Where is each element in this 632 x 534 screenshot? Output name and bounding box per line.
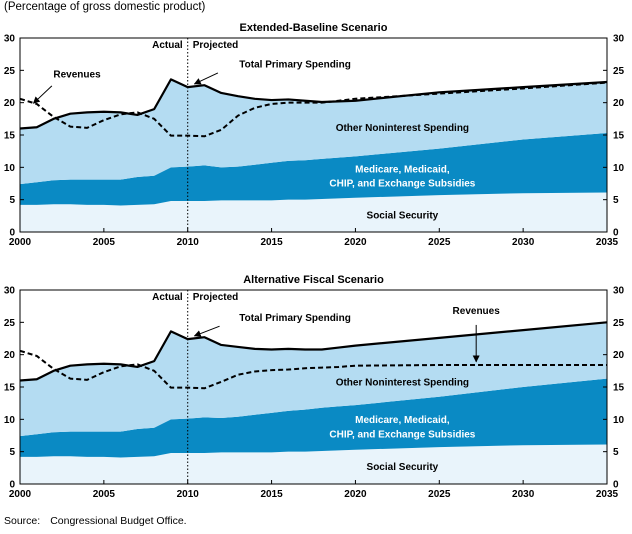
annotation-chip-and-exchange-subsidies: CHIP, and Exchange Subsidies: [329, 429, 475, 440]
panel-title: Alternative Fiscal Scenario: [243, 274, 384, 286]
annotation-medicare-medicaid: Medicare, Medicaid,: [355, 415, 450, 426]
source-note: Source: Congressional Budget Office.: [4, 515, 187, 527]
y-tick-label-right: 0: [613, 228, 619, 239]
y-tick-label-left: 10: [4, 415, 16, 426]
label-projected: Projected: [193, 40, 239, 51]
x-tick-label: 2000: [9, 489, 32, 500]
y-tick-label-left: 25: [4, 66, 16, 77]
y-tick-label-right: 0: [613, 480, 619, 491]
x-tick-label: 2000: [9, 237, 32, 248]
y-tick-label-left: 15: [4, 131, 16, 142]
y-tick-label-left: 0: [9, 228, 15, 239]
source-text: Congressional Budget Office.: [50, 515, 187, 527]
x-tick-label: 2035: [596, 489, 619, 500]
y-tick-label-right: 5: [613, 195, 619, 206]
label-projected: Projected: [193, 292, 239, 303]
y-tick-label-right: 25: [613, 66, 625, 77]
x-tick-label: 2005: [93, 489, 116, 500]
y-tick-label-left: 0: [9, 480, 15, 491]
y-tick-label-left: 15: [4, 383, 16, 394]
x-tick-label: 2015: [260, 489, 283, 500]
y-tick-label-right: 10: [613, 415, 625, 426]
y-tick-label-right: 30: [613, 34, 625, 45]
annotation-arrow: [193, 72, 219, 85]
x-tick-label: 2030: [512, 489, 535, 500]
y-tick-label-left: 25: [4, 318, 16, 329]
annotation-other-noninterest-spending: Other Noninterest Spending: [336, 378, 469, 389]
y-tick-label-left: 30: [4, 286, 16, 297]
annotation-arrow: [193, 325, 220, 337]
annotation-arrow: [32, 85, 53, 104]
y-tick-label-right: 10: [613, 163, 625, 174]
area-social-security: [20, 444, 607, 484]
panel-title: Extended-Baseline Scenario: [240, 22, 388, 34]
x-tick-label: 2010: [177, 237, 200, 248]
y-tick-label-right: 25: [613, 318, 625, 329]
y-tick-label-right: 30: [613, 286, 625, 297]
annotation-revenues: Revenues: [453, 306, 501, 317]
y-tick-label-right: 15: [613, 383, 625, 394]
source-label: Source:: [4, 515, 41, 527]
line-total-primary-spending: [19, 321, 608, 382]
label-actual: Actual: [152, 292, 183, 303]
line-revenues: [19, 81, 608, 138]
panel-1: Extended-Baseline Scenario Actual Projecte…: [4, 22, 625, 248]
x-tick-label: 2005: [93, 237, 116, 248]
area-medicare-medicaid-chip-and-exchange-subsidies: [20, 378, 607, 458]
y-tick-label-left: 5: [9, 195, 15, 206]
annotation-other-noninterest-spending: Other Noninterest Spending: [336, 123, 469, 134]
x-tick-label: 2020: [344, 489, 367, 500]
x-tick-label: 2020: [344, 237, 367, 248]
x-tick-label: 2030: [512, 237, 535, 248]
y-tick-label-left: 10: [4, 163, 16, 174]
annotation-chip-and-exchange-subsidies: CHIP, and Exchange Subsidies: [329, 179, 475, 190]
y-tick-label-right: 20: [613, 98, 625, 109]
x-tick-label: 2015: [260, 237, 283, 248]
area-other-noninterest-spending: [20, 322, 607, 437]
area-social-security: [20, 192, 607, 232]
y-tick-label-left: 20: [4, 98, 16, 109]
annotation-revenues: Revenues: [53, 69, 101, 80]
annotation-social-security: Social Security: [367, 462, 439, 473]
y-tick-label-right: 15: [613, 131, 625, 142]
label-actual: Actual: [152, 40, 183, 51]
annotation-total-primary-spending: Total Primary Spending: [239, 313, 351, 324]
area-other-noninterest-spending: [20, 79, 607, 185]
y-tick-label-right: 20: [613, 350, 625, 361]
x-tick-label: 2035: [596, 237, 619, 248]
annotation-social-security: Social Security: [367, 210, 439, 221]
x-tick-label: 2010: [177, 489, 200, 500]
y-tick-label-left: 5: [9, 447, 15, 458]
area-medicare-medicaid-chip-and-exchange-subsidies: [20, 133, 607, 206]
x-tick-label: 2025: [428, 489, 451, 500]
panel-2: Alternative Fiscal Scenario Actual Project…: [4, 274, 625, 500]
y-tick-label-left: 30: [4, 34, 16, 45]
annotation-total-primary-spending: Total Primary Spending: [239, 60, 351, 71]
y-tick-label-right: 5: [613, 447, 619, 458]
units-note: (Percentage of gross domestic product): [4, 1, 206, 13]
x-tick-label: 2025: [428, 237, 451, 248]
line-revenues: [19, 349, 607, 390]
y-tick-label-left: 20: [4, 350, 16, 361]
annotation-medicare-medicaid: Medicare, Medicaid,: [355, 165, 450, 176]
